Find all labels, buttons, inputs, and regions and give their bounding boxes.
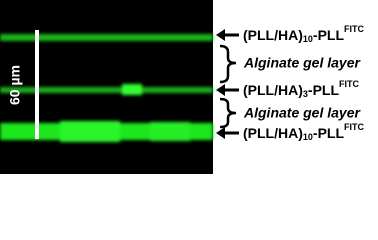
scale-bar-label: 60 µm: [7, 65, 23, 105]
layer-label: (PLL/HA)10-PLLFITC: [243, 122, 365, 142]
layer-label: Alginate gel layer: [243, 55, 361, 71]
layer-label: (PLL/HA)3-PLLFITC: [243, 79, 360, 99]
figure: 60 µm (PLL/HA)10-PLLFITC Alginate gel la…: [0, 0, 365, 174]
annotations: [216, 29, 239, 139]
fluorescence-bands: [0, 34, 213, 142]
layer-label: Alginate gel layer: [243, 105, 361, 121]
layer-label: (PLL/HA)10-PLLFITC: [243, 24, 365, 44]
